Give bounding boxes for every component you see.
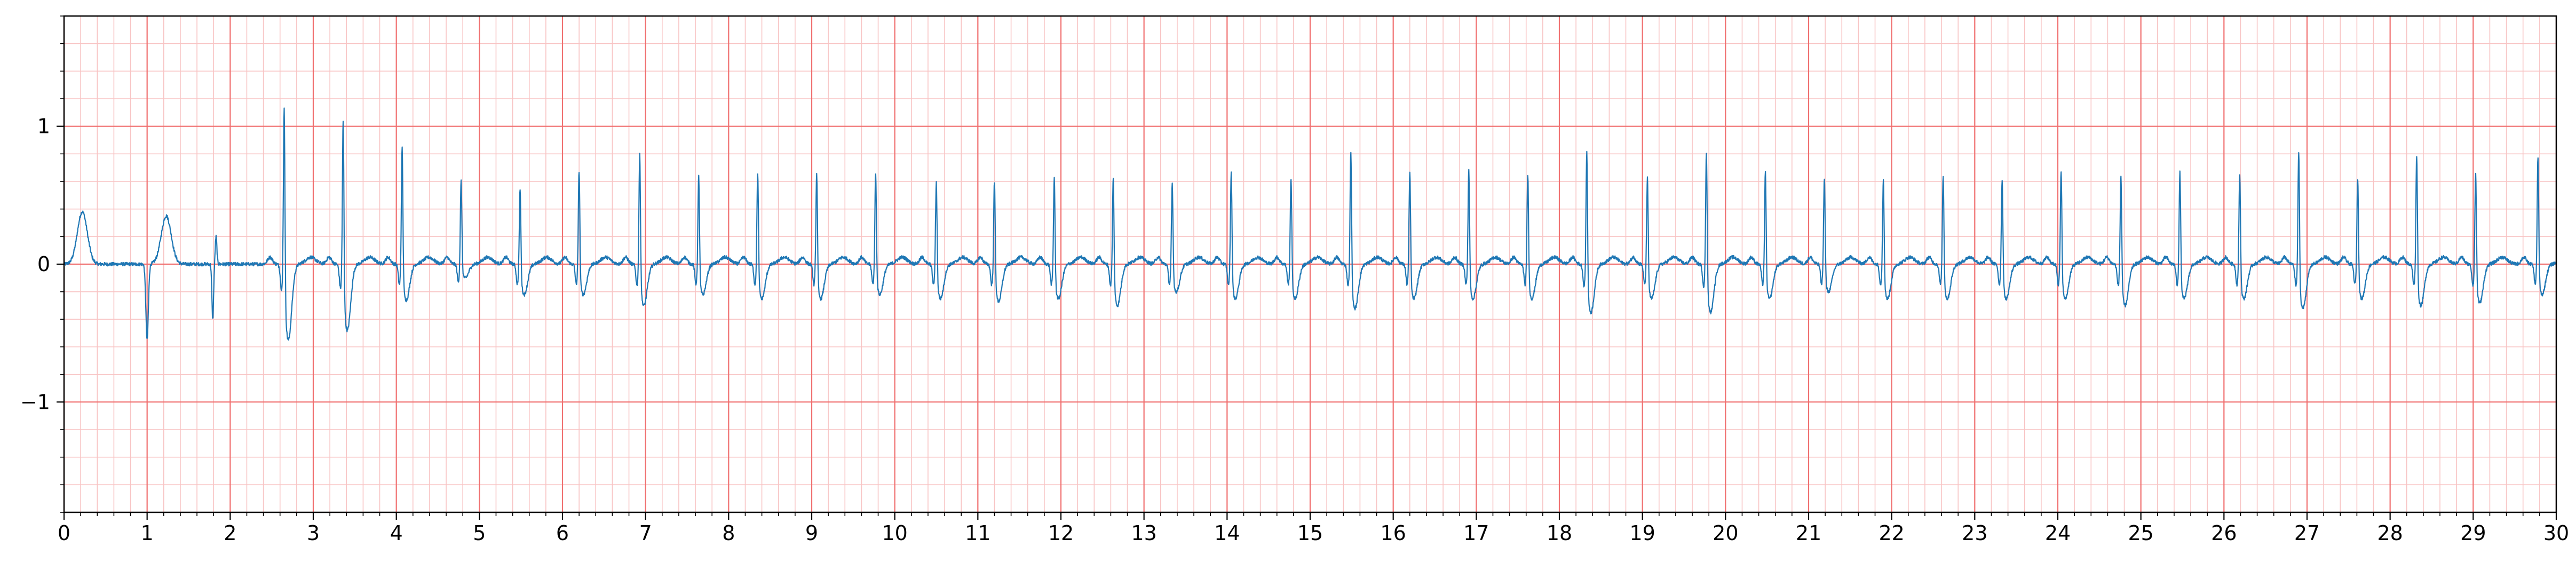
x-tick-label: 29 (2460, 521, 2486, 545)
x-tick-label: 14 (1214, 521, 1240, 545)
x-tick-label: 19 (1629, 521, 1655, 545)
x-tick-label: 22 (1879, 521, 1904, 545)
y-axis: −1 0 1 (20, 15, 64, 513)
x-tick-label: 6 (556, 521, 569, 545)
x-tick-label: 5 (473, 521, 486, 545)
x-tick-label: 21 (1796, 521, 1821, 545)
y-tick-label: 1 (37, 115, 50, 138)
x-tick-label: 0 (58, 521, 70, 545)
x-tick-label: 27 (2294, 521, 2320, 545)
x-tick-label: 11 (965, 521, 990, 545)
x-tick-label: 24 (2045, 521, 2071, 545)
x-tick-label: 18 (1547, 521, 1572, 545)
x-tick-label: 20 (1713, 521, 1738, 545)
x-tick-label: 12 (1048, 521, 1074, 545)
x-tick-label: 23 (1962, 521, 1987, 545)
x-tick-label: 26 (2211, 521, 2237, 545)
x-tick-label: 30 (2543, 521, 2569, 545)
series-line (63, 107, 2557, 341)
x-tick-label: 7 (639, 521, 652, 545)
y-tick-label: 0 (37, 252, 50, 276)
x-tick-label: 3 (307, 521, 320, 545)
x-tick-label: 4 (390, 521, 403, 545)
x-tick-label: 15 (1297, 521, 1323, 545)
x-tick-label: 8 (722, 521, 735, 545)
x-tick-label: 2 (224, 521, 236, 545)
x-tick-label: 1 (141, 521, 154, 545)
x-tick-label: 9 (805, 521, 818, 545)
x-tick-label: 13 (1131, 521, 1156, 545)
x-axis: 0 1 2 3 4 5 6 7 8 9 10 11 12 13 14 15 16 17 18 19 20 21 22 23 24… (58, 512, 2569, 545)
x-tick-label: 17 (1463, 521, 1489, 545)
x-tick-label: 16 (1380, 521, 1406, 545)
x-tick-label: 28 (2377, 521, 2403, 545)
y-tick-label: −1 (20, 390, 50, 414)
x-tick-label: 25 (2128, 521, 2153, 545)
x-tick-label: 10 (882, 521, 907, 545)
